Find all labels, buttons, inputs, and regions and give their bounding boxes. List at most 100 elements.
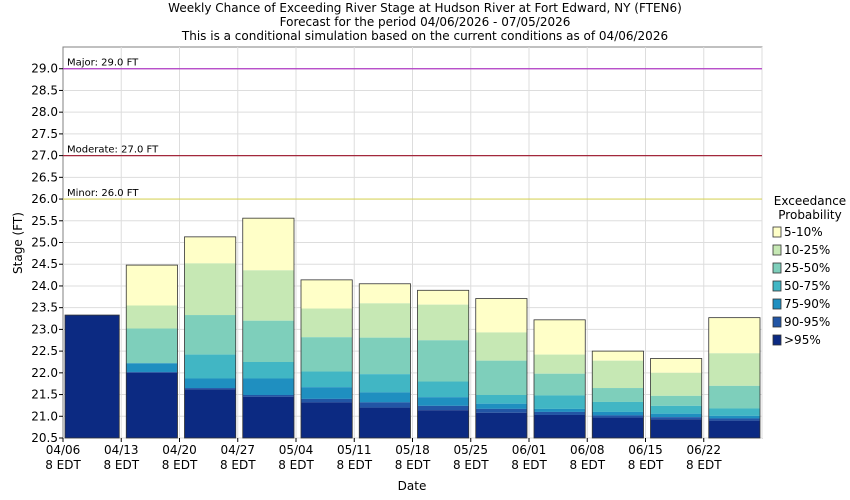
bar-segment-4 (708, 408, 760, 416)
bar-segment-5 (126, 363, 178, 372)
x-tick-date-5: 05/11 (337, 443, 372, 457)
y-tick-label-7: 24.0 (31, 279, 58, 293)
legend-swatch (772, 334, 782, 346)
y-tick-label-0: 20.5 (31, 431, 58, 445)
bar-week-05-25 (475, 298, 528, 439)
y-tick-label-6: 23.5 (31, 301, 58, 315)
bar-segment-7 (65, 315, 120, 438)
bar-segment-3 (475, 360, 527, 395)
bar-segment-1 (650, 358, 702, 373)
bar-week-05-04 (300, 279, 353, 439)
x-tick-sub-9: 8 EDT (569, 458, 605, 472)
bar-segment-4 (242, 361, 294, 379)
legend-label: 10-25% (784, 243, 830, 257)
bar-segment-2 (534, 354, 586, 374)
bar-week-06-15 (650, 358, 703, 439)
bar-segment-2 (184, 263, 236, 316)
bar-segment-3 (417, 340, 469, 382)
bar-segment-4 (534, 395, 586, 409)
y-tick-label-1: 21.0 (31, 409, 58, 423)
title-line-1: Weekly Chance of Exceeding River Stage a… (168, 1, 682, 15)
legend-entry-4: 50-75% (772, 279, 830, 293)
legend-entry-3: 25-50% (772, 261, 830, 275)
y-axis-ticks: 20.5 21.0 21.5 22.0 22.5 23.0 23.5 24.0 24.5 25.0… (31, 62, 63, 445)
bar-outline (708, 317, 761, 439)
y-tick-label-14: 27.5 (31, 127, 58, 141)
bar-segment-1 (242, 218, 294, 271)
bar-outline (650, 358, 703, 439)
legend-entry-1: 5-10% (772, 225, 823, 239)
bar-outline (242, 217, 295, 439)
bar-outline (184, 236, 237, 439)
x-tick-date-3: 04/27 (220, 443, 255, 457)
bar-segment-6 (301, 398, 353, 403)
legend-entries: 5-10% 10-25% 25-50% 50-75% 75-90% 90-95% >95% (772, 225, 830, 347)
y-tick-label-5: 23.0 (31, 322, 58, 336)
bar-segment-2 (301, 308, 353, 338)
bar-segment-1 (475, 298, 527, 333)
bar-segment-7 (126, 372, 178, 438)
bar-segment-3 (126, 328, 178, 364)
threshold-lines: Major: 29.0 FT Moderate: 27.0 FT Minor: 26… (63, 58, 762, 200)
bar-segment-3 (708, 385, 760, 409)
bar-week-05-18 (417, 289, 470, 439)
y-tick-label-16: 28.5 (31, 83, 58, 97)
legend-swatch (772, 298, 782, 310)
x-tick-sub-2: 8 EDT (162, 458, 198, 472)
bar-segment-7 (417, 410, 469, 438)
x-tick-sub-5: 8 EDT (336, 458, 372, 472)
x-axis-label: Date (398, 479, 427, 493)
x-tick-date-10: 06/15 (628, 443, 663, 457)
y-tick-label-4: 22.5 (31, 344, 58, 358)
bar-segment-3 (242, 320, 294, 362)
bar-segment-1 (184, 236, 236, 264)
bar-segment-5 (592, 411, 644, 416)
bar-segment-6 (359, 402, 411, 408)
bar-segment-3 (184, 315, 236, 355)
bar-segment-4 (184, 354, 236, 379)
bar-segment-5 (242, 378, 294, 395)
y-tick-label-17: 29.0 (31, 62, 58, 76)
y-tick-label-13: 27.0 (31, 149, 58, 163)
y-tick-label-2: 21.5 (31, 388, 58, 402)
x-tick-date-1: 04/13 (104, 443, 139, 457)
x-tick-date-4: 05/04 (279, 443, 314, 457)
y-tick-label-11: 26.0 (31, 192, 58, 206)
bar-segment-6 (534, 411, 586, 415)
bar-segment-4 (359, 374, 411, 393)
x-tick-sub-3: 8 EDT (220, 458, 256, 472)
y-tick-label-8: 24.5 (31, 257, 58, 271)
legend-swatch (772, 244, 782, 256)
bar-segment-6 (708, 418, 760, 421)
bar-segment-4 (650, 405, 702, 414)
bar-segment-5 (417, 397, 469, 406)
legend-entry-6: 90-95% (772, 315, 830, 329)
bar-segment-1 (126, 265, 178, 306)
y-tick-label-12: 26.5 (31, 170, 58, 184)
bar-segment-6 (650, 417, 702, 420)
bar-segment-5 (301, 387, 353, 399)
bar-segment-2 (242, 270, 294, 321)
bar-segment-2 (650, 372, 702, 396)
bar-segment-7 (708, 420, 760, 438)
legend-swatch (772, 316, 782, 328)
bar-segment-2 (126, 305, 178, 329)
bar-week-05-11 (358, 283, 411, 439)
legend-label: >95% (784, 333, 821, 347)
bar-segment-3 (301, 337, 353, 372)
legend-swatch (772, 280, 782, 292)
legend-label: 25-50% (784, 261, 830, 275)
x-tick-date-6: 05/18 (395, 443, 430, 457)
bar-outline (591, 350, 644, 439)
legend-swatch (772, 226, 782, 238)
x-tick-date-11: 06/22 (686, 443, 721, 457)
bar-segment-7 (242, 396, 294, 438)
y-tick-label-9: 25.0 (31, 236, 58, 250)
bar-outline (300, 279, 353, 439)
y-axis-label: Stage (FT) (11, 212, 25, 274)
bar-segment-6 (592, 415, 644, 418)
bar-segment-7 (184, 389, 236, 438)
bar-segment-3 (534, 373, 586, 396)
